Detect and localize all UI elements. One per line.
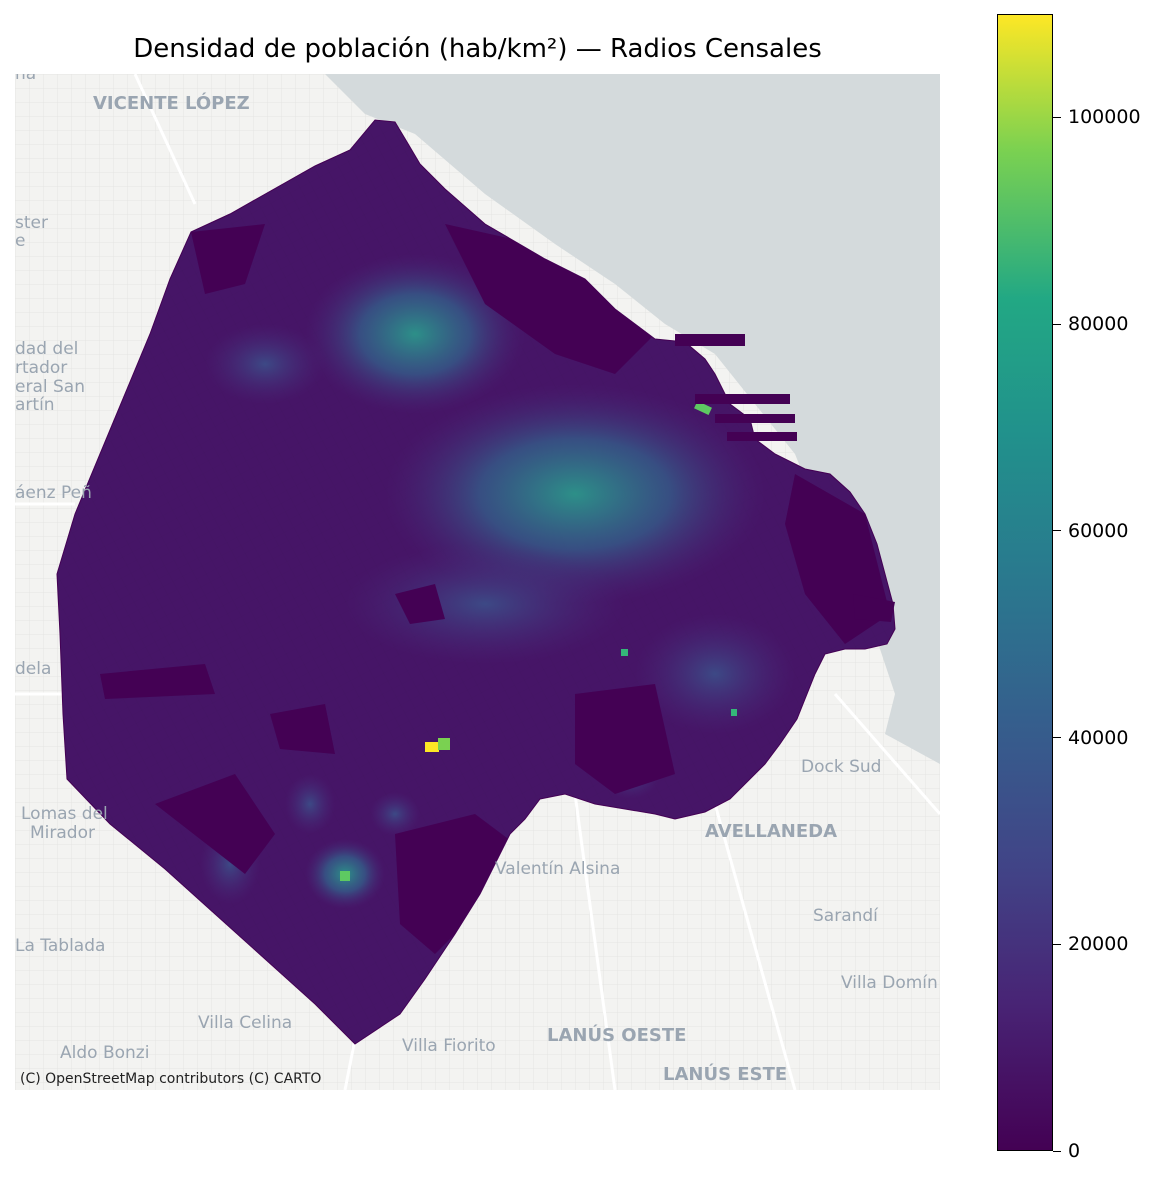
- colorbar-tick: [1053, 530, 1061, 532]
- basemap-label-group: VICENTE LÓPEZ na ster e dad del rtador e…: [15, 74, 938, 1085]
- place-label: Valentín Alsina: [495, 859, 620, 879]
- basemap-roads: [15, 74, 940, 1090]
- place-label: Villa Domín: [841, 973, 938, 993]
- place-label: ster: [15, 213, 48, 233]
- low-density-parcel: [395, 814, 515, 954]
- density-hotspot: [305, 254, 525, 414]
- place-label: Mirador: [30, 823, 95, 843]
- city-boundary: [56, 119, 896, 1045]
- peak-density-spot: [425, 742, 439, 752]
- colorbar-tick: [1053, 1150, 1061, 1152]
- colorbar-tick-label: 0: [1068, 1140, 1081, 1162]
- low-density-parcel: [191, 224, 265, 294]
- colorbar-tick-label: 60000: [1068, 519, 1129, 542]
- colorbar-tick-label: 80000: [1068, 313, 1129, 336]
- map-attribution: (C) OpenStreetMap contributors (C) CARTO: [20, 1071, 322, 1087]
- colorbar-tick-label: 100000: [1068, 106, 1141, 129]
- colorbar-tick: [1053, 116, 1061, 118]
- density-hotspot: [345, 544, 625, 664]
- river-water: [325, 74, 940, 764]
- peak-density-spot: [340, 871, 350, 881]
- peak-density-spot: [621, 649, 628, 656]
- place-label: na: [15, 74, 36, 84]
- place-label: Sarandí: [813, 906, 879, 926]
- colorbar-tick: [1053, 737, 1061, 739]
- density-hotspot: [635, 614, 795, 734]
- peak-density-spot: [731, 709, 737, 716]
- choropleth-map[interactable]: VICENTE LÓPEZ na ster e dad del rtador e…: [15, 74, 940, 1090]
- place-label: Villa Fiorito: [402, 1036, 496, 1056]
- colorbar-gradient: [998, 15, 1052, 1150]
- place-label: Villa Celina: [198, 1013, 292, 1033]
- place-label: artín: [15, 395, 55, 415]
- low-density-parcel: [270, 704, 335, 754]
- colorbar-tick-label: 20000: [1068, 933, 1129, 956]
- peak-density-spot: [694, 400, 712, 416]
- place-label: AVELLANEDA: [705, 821, 837, 842]
- density-hotspot: [370, 792, 420, 836]
- low-density-parcel: [155, 774, 275, 874]
- place-label: rtador: [15, 358, 67, 378]
- place-label: VICENTE LÓPEZ: [93, 92, 250, 114]
- port-docks: [675, 334, 895, 622]
- colorbar-tick: [1053, 323, 1061, 325]
- density-hotspot: [285, 774, 335, 834]
- place-label: eral San: [15, 377, 85, 397]
- density-hotspot: [205, 324, 325, 404]
- low-density-parcel: [575, 684, 675, 794]
- place-label: áenz Peñ: [15, 483, 92, 503]
- place-label: Dock Sud: [801, 757, 881, 777]
- place-label: LANÚS OESTE: [547, 1024, 686, 1046]
- low-density-parcel: [100, 664, 215, 699]
- colorbar: [997, 14, 1053, 1151]
- colorbar-tick: [1053, 943, 1061, 945]
- peak-density-spot: [438, 738, 450, 750]
- colorbar-tick-label: 40000: [1068, 726, 1129, 749]
- place-label: LANÚS ESTE: [663, 1063, 787, 1085]
- map-title: Densidad de población (hab/km²) — Radios…: [133, 34, 822, 64]
- place-label: Aldo Bonzi: [60, 1043, 149, 1063]
- low-density-parcel: [445, 224, 655, 374]
- place-label: Lomas del: [21, 804, 108, 824]
- place-label: dela: [15, 659, 51, 679]
- place-label: La Tablada: [15, 936, 105, 956]
- place-label: dad del: [15, 339, 78, 359]
- low-density-parcel: [395, 584, 445, 624]
- place-label: e: [15, 231, 25, 251]
